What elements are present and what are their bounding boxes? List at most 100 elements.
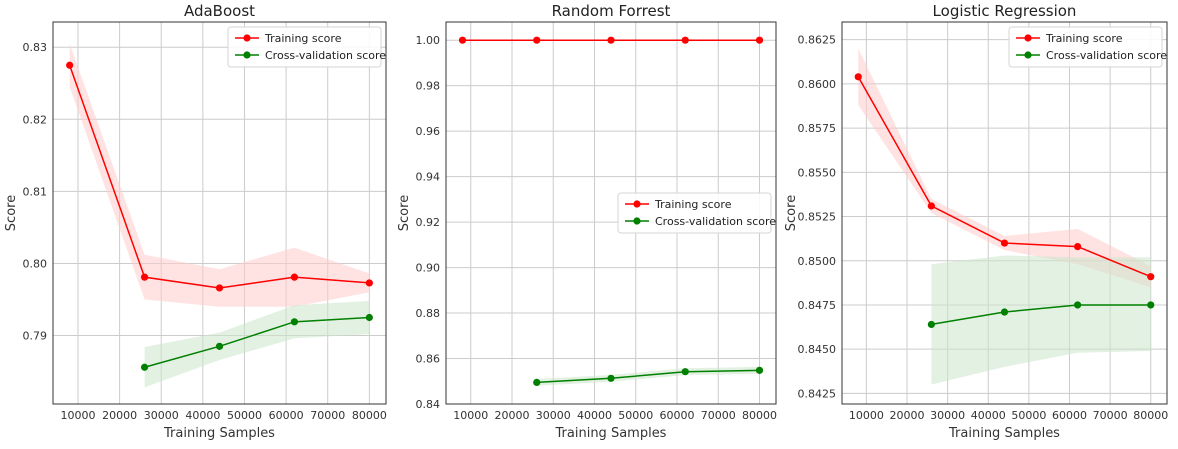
x-tick-label: 50000 — [1011, 409, 1046, 422]
x-tick-label: 20000 — [890, 409, 925, 422]
band-series-1 — [69, 43, 370, 307]
plot-frame — [445, 21, 777, 405]
y-tick-label: 0.83 — [23, 41, 48, 54]
band-series-2 — [144, 300, 370, 388]
legend-label-series-2: Cross-validation score — [1046, 49, 1167, 62]
y-tick-label: 0.98 — [416, 80, 441, 93]
y-tick-label: 0.96 — [416, 125, 441, 138]
x-tick-label: 10000 — [453, 409, 488, 422]
point-series-2 — [215, 342, 224, 350]
x-tick-label: 10000 — [849, 409, 884, 422]
point-series-1 — [290, 273, 299, 281]
chart-title: Random Forrest — [552, 2, 671, 20]
legend-label-series-2: Cross-validation score — [265, 49, 386, 62]
point-series-2 — [755, 366, 764, 374]
y-tick-label: 0.82 — [23, 113, 48, 126]
legend-marker-series-1 — [633, 200, 641, 208]
x-tick-label: 50000 — [618, 409, 653, 422]
plot-frame — [841, 21, 1168, 405]
point-series-2 — [140, 363, 149, 371]
x-tick-label: 40000 — [971, 409, 1006, 422]
legend-marker-series-1 — [243, 34, 251, 42]
y-tick-label: 0.8575 — [798, 122, 837, 135]
point-series-2 — [1074, 301, 1082, 309]
x-tick-label: 60000 — [660, 409, 695, 422]
y-tick-label: 0.8600 — [798, 78, 837, 91]
point-series-1 — [1000, 239, 1009, 247]
y-axis-label: Score — [397, 195, 412, 231]
x-tick-label: 40000 — [185, 409, 220, 422]
y-tick-label: 0.88 — [416, 307, 441, 320]
y-tick-label: 0.92 — [416, 216, 441, 229]
legend: Training score Cross-validation score — [617, 192, 776, 234]
point-series-2 — [681, 368, 689, 376]
chart-title: AdaBoost — [184, 2, 255, 20]
x-axis-label: Training Samples — [163, 426, 275, 441]
plot-frame — [52, 21, 387, 405]
point-series-1 — [854, 73, 862, 81]
legend-marker-series-2 — [633, 217, 641, 225]
y-tick-label: 0.79 — [23, 330, 48, 343]
point-series-1 — [365, 279, 373, 287]
legend-marker-series-2 — [1024, 51, 1032, 59]
legend-marker-series-2 — [243, 51, 251, 59]
y-tick-label: 0.84 — [416, 398, 441, 411]
point-series-1 — [607, 36, 615, 44]
x-tick-label: 20000 — [102, 409, 137, 422]
point-series-1 — [215, 284, 224, 292]
x-axis-label: Training Samples — [555, 426, 667, 441]
point-series-2 — [290, 318, 299, 326]
legend-box — [617, 192, 772, 234]
legend-label-series-1: Training score — [1045, 32, 1123, 45]
x-tick-label: 80000 — [352, 409, 387, 422]
chart-panel-2: 10000 20000 30000 40000 50000 60000 70000 80000… — [397, 2, 777, 441]
y-tick-label: 0.8550 — [798, 166, 837, 179]
x-tick-label: 80000 — [1133, 409, 1168, 422]
point-series-2 — [533, 378, 541, 386]
x-tick-label: 20000 — [495, 409, 530, 422]
x-tick-label: 30000 — [930, 409, 965, 422]
point-series-1 — [681, 36, 689, 44]
y-tick-label: 0.8525 — [798, 211, 837, 224]
x-tick-label: 30000 — [536, 409, 571, 422]
point-series-1 — [458, 36, 467, 44]
line-series-2 — [536, 369, 760, 384]
legend-label-series-2: Cross-validation score — [655, 215, 776, 228]
band-series-2 — [931, 255, 1151, 385]
line-series-2 — [144, 316, 370, 368]
point-series-2 — [365, 313, 373, 322]
y-tick-label: 0.81 — [23, 185, 48, 198]
point-series-1 — [927, 202, 935, 210]
legend: Training score Cross-validation score — [1008, 26, 1167, 68]
x-tick-label: 10000 — [60, 409, 95, 422]
legend-label-series-1: Training score — [654, 198, 732, 211]
point-series-2 — [1000, 308, 1009, 316]
x-tick-label: 70000 — [1093, 409, 1128, 422]
band-series-2 — [536, 366, 760, 386]
y-tick-label: 0.80 — [23, 257, 48, 270]
chart-panel-1: 10000 20000 30000 40000 50000 60000 70000 80000… — [4, 2, 387, 441]
x-tick-label: 70000 — [701, 409, 736, 422]
chart-panel-3: 10000 20000 30000 40000 50000 60000 70000 80000… — [784, 2, 1168, 441]
line-series-2 — [931, 304, 1151, 326]
legend-box — [227, 26, 382, 68]
y-tick-label: 0.94 — [416, 171, 441, 184]
x-tick-label: 40000 — [577, 409, 612, 422]
y-tick-label: 0.8625 — [798, 34, 837, 47]
point-series-2 — [927, 320, 935, 329]
x-tick-label: 60000 — [269, 409, 304, 422]
point-series-1 — [66, 61, 74, 69]
y-tick-label: 0.90 — [416, 262, 441, 275]
x-tick-label: 80000 — [742, 409, 777, 422]
y-tick-label: 0.8425 — [798, 387, 837, 400]
point-series-2 — [607, 374, 615, 382]
point-series-1 — [1147, 273, 1155, 281]
legend-label-series-1: Training score — [264, 32, 342, 45]
y-tick-label: 0.8450 — [798, 343, 837, 356]
legend-marker-series-1 — [1024, 34, 1032, 42]
point-series-1 — [140, 273, 149, 281]
x-tick-label: 60000 — [1052, 409, 1087, 422]
point-series-1 — [533, 36, 541, 44]
y-tick-label: 0.8500 — [798, 255, 837, 268]
